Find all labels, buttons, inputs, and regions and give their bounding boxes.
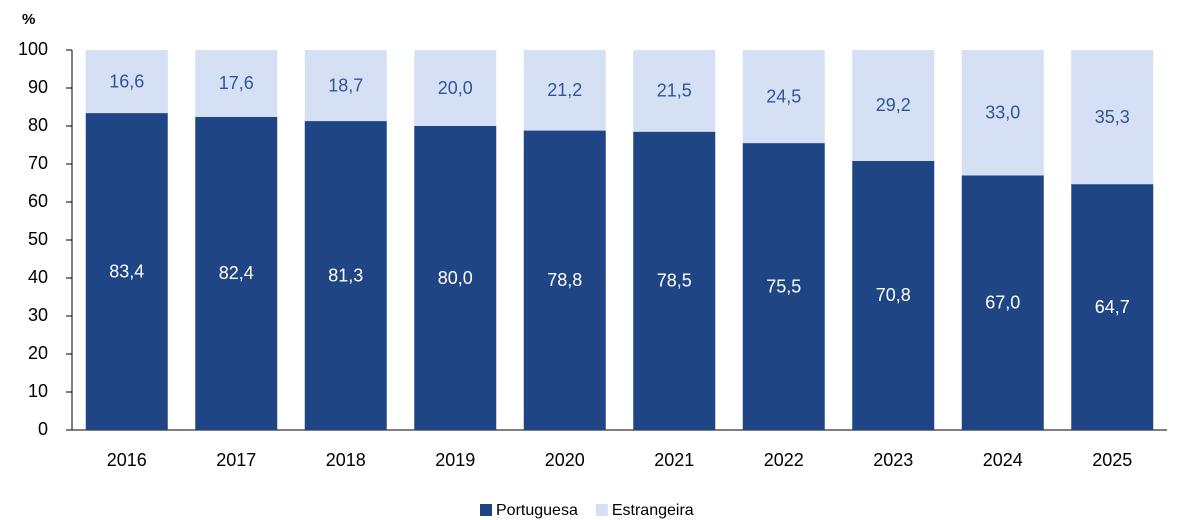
bar-segment bbox=[523, 50, 606, 131]
bar-segment bbox=[414, 50, 497, 126]
bar-segment bbox=[414, 126, 497, 430]
data-label: 24,5 bbox=[766, 86, 801, 106]
data-label: 82,4 bbox=[219, 263, 254, 283]
data-label: 18,7 bbox=[328, 75, 363, 95]
data-label: 70,8 bbox=[876, 285, 911, 305]
y-tick-label: 70 bbox=[28, 153, 48, 173]
data-label: 81,3 bbox=[328, 265, 363, 285]
y-tick-label: 10 bbox=[28, 381, 48, 401]
data-label: 17,6 bbox=[219, 73, 254, 93]
x-tick-label: 2017 bbox=[216, 450, 256, 470]
bar-segment bbox=[961, 50, 1044, 176]
x-tick-label: 2022 bbox=[764, 450, 804, 470]
bar-segment bbox=[195, 116, 278, 430]
y-tick-label: 100 bbox=[18, 39, 48, 59]
bar-segment bbox=[1071, 50, 1154, 185]
bar-segment bbox=[195, 50, 278, 117]
y-tick-label: 0 bbox=[38, 419, 48, 439]
bar-segment bbox=[742, 143, 825, 430]
legend-label: Portuguesa bbox=[496, 502, 578, 519]
bar-segment bbox=[852, 160, 935, 430]
legend-label: Estrangeira bbox=[612, 502, 694, 519]
bar-segment bbox=[961, 175, 1044, 430]
data-label: 33,0 bbox=[985, 102, 1020, 122]
y-tick-label: 90 bbox=[28, 77, 48, 97]
x-tick-label: 2024 bbox=[983, 450, 1023, 470]
data-label: 29,2 bbox=[876, 95, 911, 115]
data-label: 21,2 bbox=[547, 80, 582, 100]
x-tick-label: 2025 bbox=[1092, 450, 1132, 470]
y-tick-label: 80 bbox=[28, 115, 48, 135]
bar-segment bbox=[85, 50, 168, 114]
y-tick-label: 30 bbox=[28, 305, 48, 325]
bar-segment bbox=[633, 50, 716, 132]
y-tick-label: 40 bbox=[28, 267, 48, 287]
data-label: 75,5 bbox=[766, 276, 801, 296]
bar-segment bbox=[523, 130, 606, 430]
y-tick-label: 60 bbox=[28, 191, 48, 211]
y-tick-label: 50 bbox=[28, 229, 48, 249]
x-tick-label: 2016 bbox=[107, 450, 147, 470]
x-tick-label: 2020 bbox=[545, 450, 585, 470]
bar-segment bbox=[1071, 184, 1154, 430]
x-tick-label: 2021 bbox=[654, 450, 694, 470]
x-tick-label: 2023 bbox=[873, 450, 913, 470]
data-label: 64,7 bbox=[1095, 297, 1130, 317]
data-label: 80,0 bbox=[438, 268, 473, 288]
bar-segment bbox=[85, 113, 168, 430]
data-label: 20,0 bbox=[438, 78, 473, 98]
bar-segment bbox=[304, 50, 387, 122]
data-label: 35,3 bbox=[1095, 107, 1130, 127]
bar-segment bbox=[633, 131, 716, 430]
bar-segment bbox=[852, 50, 935, 161]
data-label: 83,4 bbox=[109, 261, 144, 281]
legend-swatch bbox=[595, 504, 608, 516]
data-label: 67,0 bbox=[985, 292, 1020, 312]
legend-swatch bbox=[480, 504, 492, 516]
data-label: 78,5 bbox=[657, 271, 692, 291]
y-axis-label: % bbox=[22, 11, 35, 28]
bar-segment bbox=[304, 121, 387, 430]
data-label: 78,8 bbox=[547, 270, 582, 290]
data-label: 21,5 bbox=[657, 81, 692, 101]
y-tick-label: 20 bbox=[28, 343, 48, 363]
data-label: 16,6 bbox=[109, 71, 144, 91]
bar-segment bbox=[742, 50, 825, 144]
x-tick-label: 2019 bbox=[435, 450, 475, 470]
x-tick-label: 2018 bbox=[326, 450, 366, 470]
